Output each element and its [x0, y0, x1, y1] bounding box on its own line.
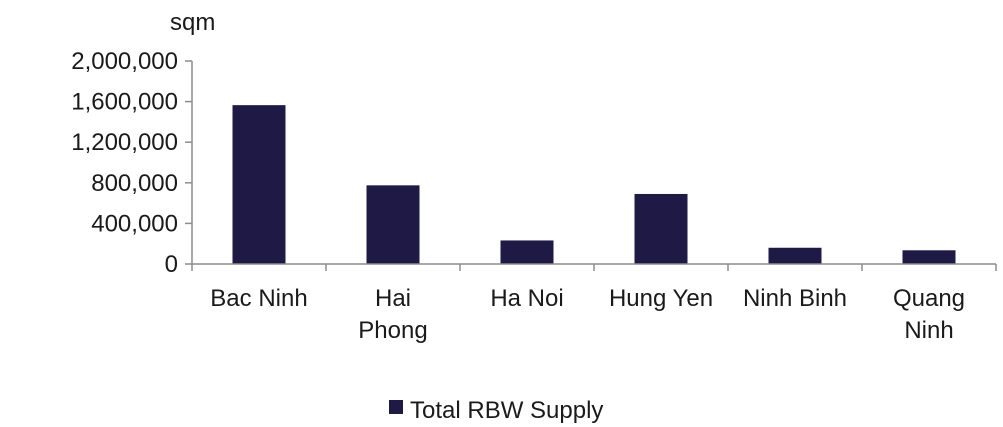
- x-tick-label: Ninh Binh: [743, 285, 847, 312]
- x-tick-label: Hung Yen: [609, 285, 713, 312]
- legend-label: Total RBW Supply: [410, 397, 603, 424]
- x-tick-label: Ha Noi: [490, 285, 563, 312]
- x-tick-label: Hai Phong: [358, 285, 427, 344]
- bars: [232, 105, 956, 264]
- y-axis: 0 400,000 800,000 1,200,000 1,600,000 2,000,0…: [71, 48, 193, 278]
- y-tick-label: 2,000,000: [71, 48, 178, 75]
- y-tick-label: 0: [165, 251, 178, 278]
- x-tick-label: Bac Ninh: [210, 285, 307, 312]
- bar: [768, 247, 822, 264]
- y-axis-unit-label: sqm: [170, 9, 215, 36]
- y-tick-label: 800,000: [91, 170, 178, 197]
- legend: Total RBW Supply: [389, 397, 603, 424]
- bar: [902, 250, 956, 264]
- bar: [366, 185, 420, 264]
- y-tick-label: 400,000: [91, 210, 178, 237]
- x-tick-label: Quang Ninh: [893, 285, 965, 344]
- y-tick-label: 1,200,000: [71, 129, 178, 156]
- bar: [500, 240, 554, 264]
- bar: [232, 105, 286, 264]
- legend-swatch: [389, 400, 403, 414]
- x-axis: Bac Ninh Hai Phong Ha Noi Hung Yen Ninh Binh Q…: [191, 263, 997, 344]
- bar: [634, 193, 688, 264]
- y-tick-label: 1,600,000: [71, 89, 178, 116]
